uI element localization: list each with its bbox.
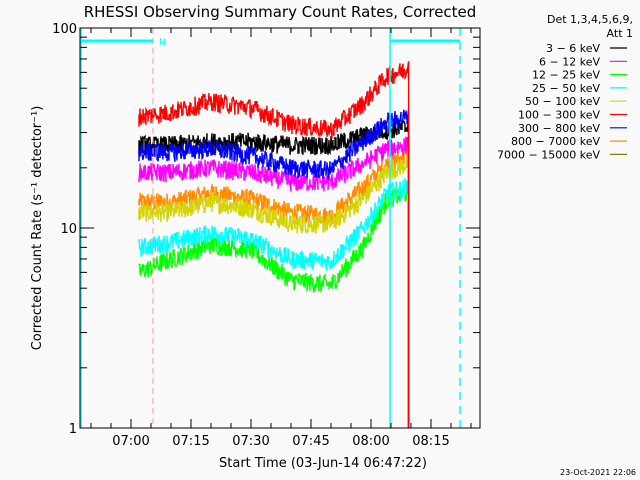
- legend-label: 50 − 100 keV: [525, 95, 600, 108]
- timestamp: 23-Oct-2021 22:06: [560, 468, 636, 477]
- legend-label: 6 − 12 keV: [539, 55, 600, 68]
- x-tick-label: 07:30: [232, 434, 269, 449]
- x-axis-label: Start Time (03-Jun-14 06:47:22): [219, 456, 427, 471]
- x-tick-label: 07:45: [292, 434, 329, 449]
- series-line-1: [138, 136, 410, 428]
- night-label: N: [159, 38, 166, 48]
- legend-header-2: Att 1: [607, 27, 633, 40]
- y-tick-label: 10: [60, 222, 77, 237]
- x-tick-label: 07:00: [112, 434, 149, 449]
- x-tick-label: 08:00: [352, 434, 389, 449]
- legend-label: 25 − 50 keV: [532, 82, 600, 95]
- x-tick-label: 07:15: [172, 434, 209, 449]
- plot-frame: [79, 27, 481, 429]
- series-line-2: [138, 183, 410, 428]
- series-line-6: [138, 108, 410, 428]
- legend-label: 300 − 800 keV: [518, 122, 600, 135]
- chart-title: RHESSI Observing Summary Count Rates, Co…: [84, 3, 477, 21]
- legend-header-1: Det 1,3,4,5,6,9,: [547, 13, 633, 26]
- x-tick-label: 08:15: [412, 434, 449, 449]
- y-axis-label: Corrected Count Rate (s⁻¹ detector⁻¹): [30, 106, 45, 351]
- series-line-5: [138, 61, 410, 428]
- y-tick-label: 1: [69, 422, 77, 437]
- legend-label: 7000 − 15000 keV: [497, 148, 600, 161]
- legend-label: 800 − 7000 keV: [511, 135, 600, 148]
- legend-label: 3 − 6 keV: [546, 42, 600, 55]
- legend-label: 12 − 25 keV: [532, 69, 600, 82]
- series-line-4: [138, 155, 410, 428]
- legend-label: 100 − 300 keV: [518, 109, 600, 122]
- y-tick-label: 100: [52, 22, 77, 37]
- series-line-3: [138, 177, 410, 428]
